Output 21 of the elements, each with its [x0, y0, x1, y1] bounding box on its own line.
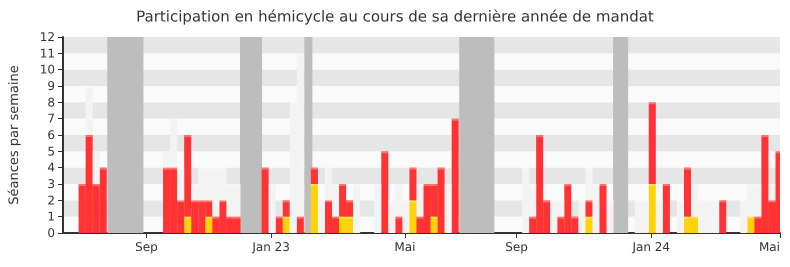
y-axis-title: Séances par semaine — [7, 65, 22, 205]
y-tick-label: 5 — [47, 144, 55, 158]
y-tick-label: 4 — [47, 160, 55, 175]
y-tick-label: 2 — [47, 193, 55, 208]
x-tick-label: Mai — [758, 240, 780, 254]
y-tick-label: 0 — [47, 226, 55, 240]
y-tick-label: 12 — [40, 30, 55, 44]
y-tick-label: 6 — [47, 128, 55, 142]
x-tick-label: Jan 23 — [251, 240, 290, 254]
x-tick-label: Jan 24 — [631, 240, 670, 254]
x-tick-label: Mai — [394, 240, 416, 254]
y-tick-label: 9 — [47, 79, 55, 93]
y-tick-label: 7 — [47, 112, 55, 126]
chart-title: Participation en hémicycle au cours de sa dernière année de mandat — [136, 8, 654, 26]
y-tick-label: 10 — [40, 62, 55, 77]
x-tick-label: Sep — [505, 240, 528, 254]
y-tick-label: 11 — [40, 46, 55, 60]
x-tick-label: Sep — [135, 240, 158, 254]
y-tick-label: 8 — [47, 95, 55, 110]
y-tick-label: 1 — [47, 210, 55, 224]
y-tick-label: 3 — [47, 177, 55, 191]
